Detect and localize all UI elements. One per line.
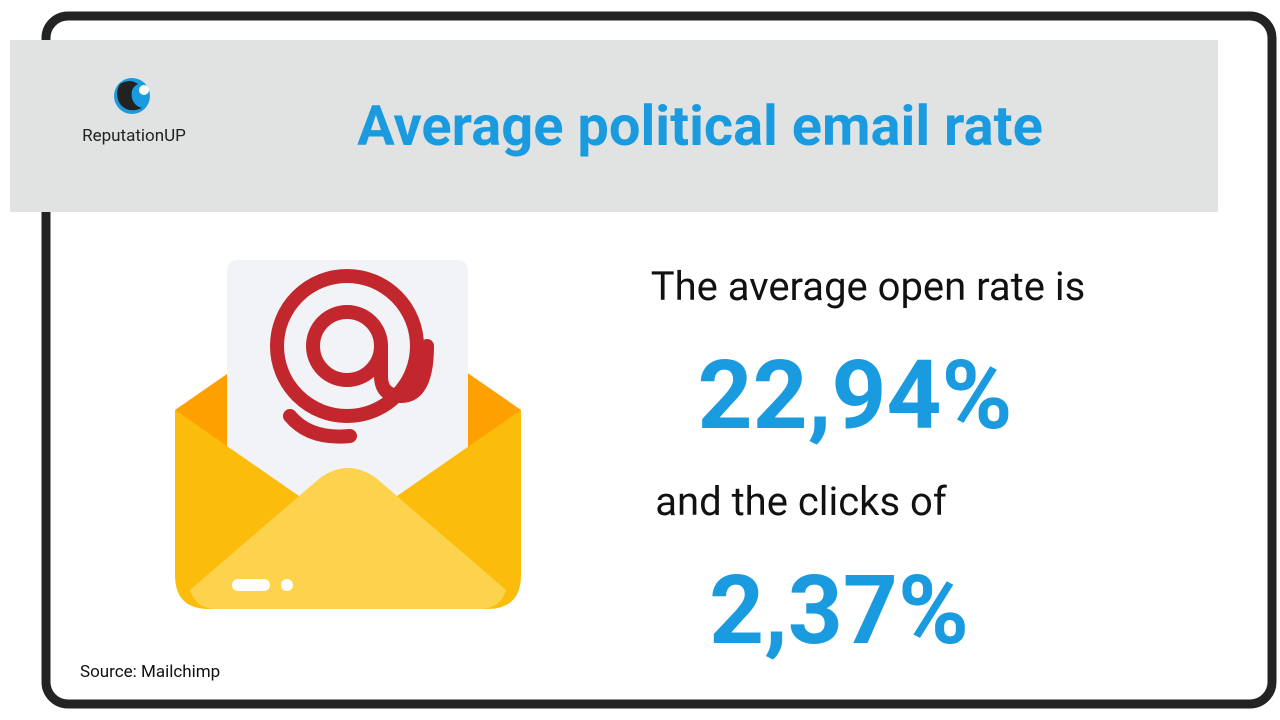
source: Source: Mailchimp xyxy=(80,662,220,682)
logo-text: ReputationUP xyxy=(82,126,186,146)
logo xyxy=(114,78,150,114)
header-band xyxy=(10,40,1218,212)
stat-label: The average open rate is xyxy=(651,263,1086,310)
stat-value: 22,94% xyxy=(698,340,1013,452)
stat-value: 2,37% xyxy=(709,555,969,667)
envelope-icon xyxy=(175,260,521,609)
stat-label: and the clicks of xyxy=(655,478,947,525)
title: Average political email rate xyxy=(357,93,1043,159)
